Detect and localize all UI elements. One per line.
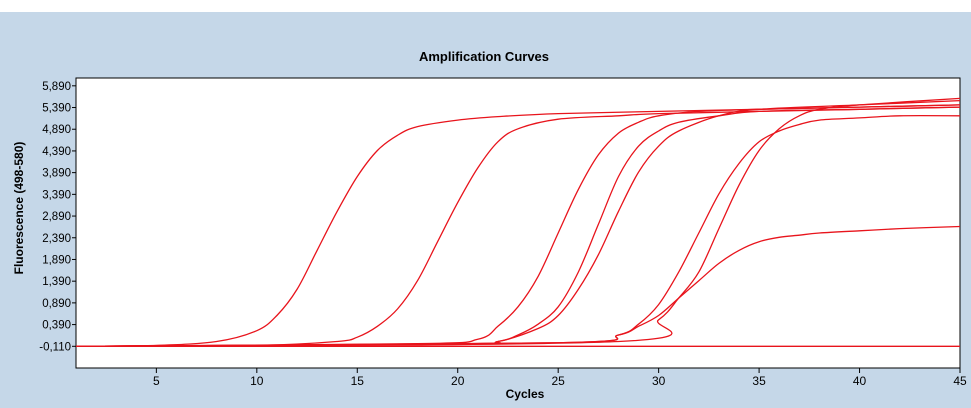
chart-panel: Amplification Curves -0,110 0,390 0,890 1,3… (0, 12, 971, 408)
y-tick-label: 3,890 (42, 168, 71, 180)
y-tick-label: 0,390 (42, 320, 71, 332)
curves-group (75, 97, 961, 347)
x-axis-label: Cycles (506, 387, 545, 401)
x-tick-label: 35 (752, 374, 766, 388)
y-tick-label: 3,390 (42, 189, 71, 201)
amplification-curve-7 (75, 225, 961, 347)
y-tick-label: -0,110 (39, 341, 71, 353)
x-axis: 5 10 15 20 25 30 35 40 45 (153, 368, 967, 388)
x-tick-label: 25 (552, 374, 566, 388)
y-tick-label: 1,890 (42, 254, 71, 266)
amplification-curve-2 (75, 106, 961, 347)
chart-title: Amplification Curves (419, 49, 549, 64)
x-tick-label: 5 (153, 374, 160, 388)
y-tick-label: 4,390 (42, 146, 71, 158)
y-tick-label: 2,390 (42, 233, 71, 245)
y-axis: -0,110 0,390 0,890 1,390 1,890 2,390 2,890 3,39… (39, 81, 76, 353)
x-tick-label: 30 (652, 374, 666, 388)
y-tick-label: 2,890 (42, 211, 71, 223)
x-tick-label: 45 (953, 374, 967, 388)
x-tick-label: 10 (250, 374, 264, 388)
x-tick-label: 15 (351, 374, 365, 388)
y-tick-label: 4,890 (42, 124, 71, 136)
x-tick-label: 40 (853, 374, 867, 388)
plot-area (75, 77, 961, 369)
y-tick-label: 0,890 (42, 298, 71, 310)
y-tick-label: 5,390 (42, 103, 71, 115)
amplification-curve-8 (75, 97, 961, 347)
amplification-chart: Amplification Curves -0,110 0,390 0,890 1,3… (12, 49, 967, 401)
y-axis-label: Fluorescence (498-580) (12, 142, 26, 275)
x-tick-label: 20 (451, 374, 465, 388)
y-tick-label: 5,890 (42, 81, 71, 93)
y-tick-label: 1,390 (42, 276, 71, 288)
amplification-curve-3 (75, 104, 961, 347)
